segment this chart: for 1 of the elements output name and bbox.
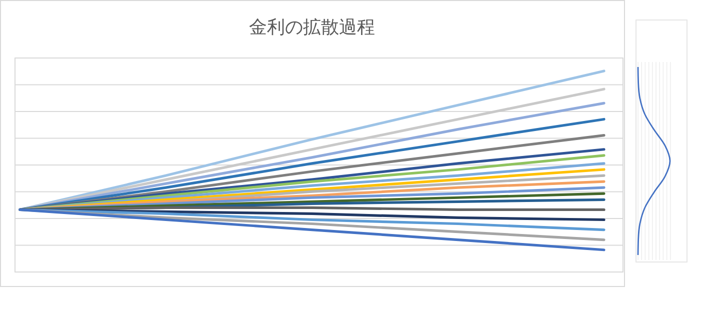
chart-title: 金利の拡散過程	[249, 17, 375, 38]
